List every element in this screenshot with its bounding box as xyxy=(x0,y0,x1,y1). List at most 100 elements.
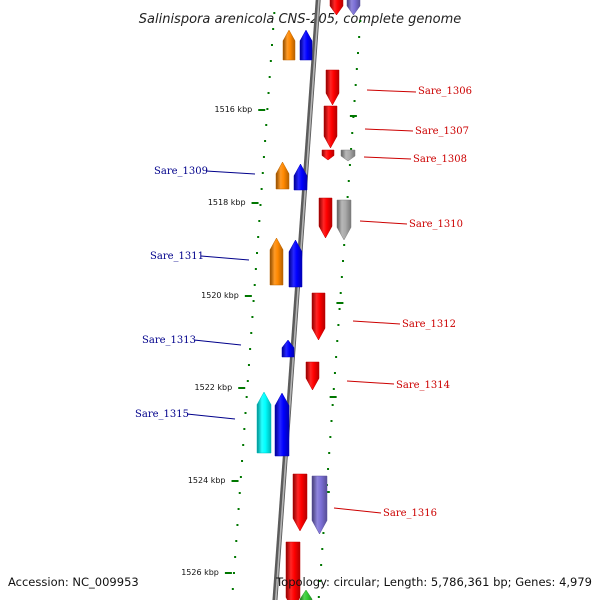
leader-line xyxy=(200,255,250,261)
gene-label-sare-1306[interactable]: Sare_1306 xyxy=(418,86,472,97)
leader-line xyxy=(364,128,414,132)
gene-arrow-g_1310b[interactable] xyxy=(336,199,352,241)
scale-dot xyxy=(273,12,276,14)
scale-dot xyxy=(354,84,357,86)
scale-dot xyxy=(355,68,358,70)
gene-label-sare-1316[interactable]: Sare_1316 xyxy=(383,508,437,519)
scale-dot xyxy=(259,204,262,206)
leader-line xyxy=(366,89,417,93)
gene-arrow-g_1309b[interactable] xyxy=(293,163,308,191)
scale-dot xyxy=(256,252,259,254)
gene-arrow-g_1311a[interactable] xyxy=(269,237,284,286)
scale-dot xyxy=(350,148,353,150)
gene-arrow-g_1308a[interactable] xyxy=(321,149,335,161)
gene-arrow-g_bot_red[interactable] xyxy=(285,541,301,600)
scale-dot xyxy=(333,372,336,374)
leader-line xyxy=(193,339,242,346)
scale-dot xyxy=(318,580,321,582)
scale-dots xyxy=(231,12,362,598)
scale-dot xyxy=(327,468,330,470)
scale-dot xyxy=(262,156,265,158)
gene-arrow-g_top_lav[interactable] xyxy=(346,0,361,16)
scale-dot xyxy=(236,524,239,526)
scale-dot xyxy=(252,300,255,302)
gene-label-sare-1314[interactable]: Sare_1314 xyxy=(396,380,450,391)
scale-dot xyxy=(337,324,340,326)
scale-dot xyxy=(269,60,272,62)
gene-arrow-g_1312[interactable] xyxy=(311,292,326,341)
kbp-tick xyxy=(244,295,252,297)
gene-label-sare-1313[interactable]: Sare_1313 xyxy=(142,335,196,346)
gene-arrow-g_1313[interactable] xyxy=(281,339,295,358)
scale-dot xyxy=(330,420,333,422)
scale-dot xyxy=(254,268,257,270)
gene-label-sare-1310[interactable]: Sare_1310 xyxy=(409,219,463,230)
scale-dot xyxy=(239,476,242,478)
scale-dot xyxy=(253,284,256,286)
scale-dot xyxy=(359,20,362,22)
scale-dot xyxy=(339,292,342,294)
gene-label-sare-1309[interactable]: Sare_1309 xyxy=(154,166,208,177)
scale-dot xyxy=(243,428,246,430)
scale-dot xyxy=(322,532,325,534)
kbp-tick xyxy=(258,109,266,111)
gene-arrow-g_bot_green[interactable] xyxy=(299,589,313,600)
scale-dot xyxy=(268,76,271,78)
scale-dot xyxy=(342,260,345,262)
gene-track xyxy=(256,0,361,600)
gene-arrow-g_1311b[interactable] xyxy=(288,239,303,288)
gene-arrow-g_1314[interactable] xyxy=(305,361,320,391)
scale-dot xyxy=(347,180,350,182)
scale-dot xyxy=(358,36,361,38)
minor-tick xyxy=(336,302,344,304)
gene-arrow-g_top_blue[interactable] xyxy=(299,29,313,61)
map-title: Salinispora arenicola CNS-205, complete … xyxy=(139,12,461,27)
scale-dot xyxy=(231,588,234,590)
gene-arrow-g_1307[interactable] xyxy=(323,105,338,149)
scale-dot xyxy=(235,540,238,542)
scale-dot xyxy=(241,460,244,462)
gene-arrow-g_1316b[interactable] xyxy=(311,475,328,535)
genome-summary-text: Topology: circular; Length: 5,786,361 bp… xyxy=(275,575,592,589)
gene-arrow-g_1316a[interactable] xyxy=(292,473,308,532)
scale-dot xyxy=(340,276,343,278)
gene-arrow-g_1310a[interactable] xyxy=(318,197,333,239)
gene-arrow-g_1309a[interactable] xyxy=(275,161,290,190)
gene-arrow-g_1308b[interactable] xyxy=(340,149,356,162)
scale-dot xyxy=(260,188,263,190)
scale-dot xyxy=(317,596,320,598)
scale-dot xyxy=(329,436,332,438)
scale-dot xyxy=(348,164,351,166)
scale-dot xyxy=(346,196,349,198)
scale-dot xyxy=(237,508,240,510)
scale-dot xyxy=(272,28,275,30)
gene-label-sare-1307[interactable]: Sare_1307 xyxy=(415,126,469,137)
kbp-tick-label: 1522 kbp xyxy=(195,383,233,392)
gene-label-sare-1312[interactable]: Sare_1312 xyxy=(402,319,456,330)
scale-dot xyxy=(234,556,237,558)
scale-dot xyxy=(343,244,346,246)
gene-labels: Sare_1306 Sare_1307 Sare_1308 Sare_1309 Sare… xyxy=(135,86,472,519)
scale-dot xyxy=(257,236,260,238)
gene-label-sare-1315[interactable]: Sare_1315 xyxy=(135,409,189,420)
scale-dot xyxy=(242,444,245,446)
gene-label-sare-1311[interactable]: Sare_1311 xyxy=(150,251,204,262)
gene-arrow-g_1306[interactable] xyxy=(325,69,340,106)
scale-dot xyxy=(232,572,235,574)
gene-arrow-g_top_orange[interactable] xyxy=(282,29,296,61)
gene-arrow-g_top_red[interactable] xyxy=(329,0,344,16)
backbone-highlight xyxy=(274,0,320,600)
gene-label-sare-1308[interactable]: Sare_1308 xyxy=(413,154,467,165)
scale-dot xyxy=(245,396,248,398)
minor-tick xyxy=(349,115,357,117)
leader-line xyxy=(186,413,236,420)
scale-dot xyxy=(321,548,324,550)
scale-dot xyxy=(247,364,250,366)
kbp-tick xyxy=(231,480,239,482)
kbp-tick-label: 1520 kbp xyxy=(201,291,239,300)
scale-dot xyxy=(320,564,323,566)
gene-arrow-g_1315a[interactable] xyxy=(256,391,272,454)
scale-dot xyxy=(270,44,273,46)
kbp-tick xyxy=(224,572,232,574)
gene-arrow-g_1315b[interactable] xyxy=(274,392,290,457)
